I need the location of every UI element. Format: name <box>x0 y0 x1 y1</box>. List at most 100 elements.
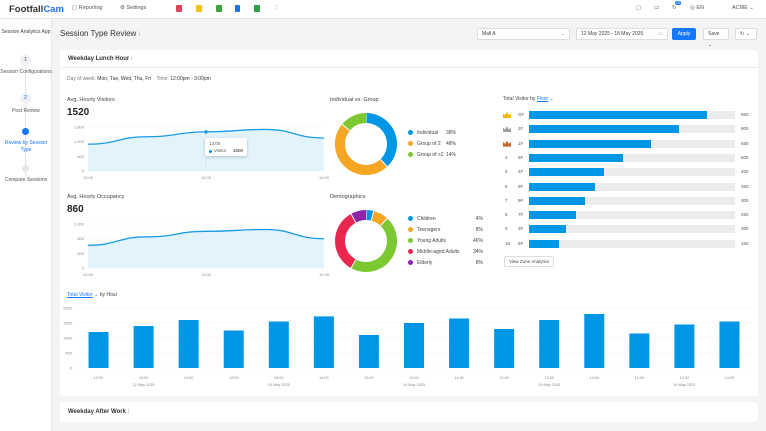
floor-row[interactable]: 9 3F 200 <box>505 225 749 234</box>
step-2-marker[interactable]: 2 <box>20 93 31 104</box>
floor-row[interactable]: 4 5F 500 <box>505 153 749 162</box>
bar <box>584 314 605 368</box>
screen-icon[interactable]: ▢ <box>636 5 642 11</box>
page-title: Session Type Review i <box>60 29 140 38</box>
step-1-marker[interactable]: 1 <box>20 55 31 66</box>
legend-item[interactable]: Young Adults 46% <box>408 236 493 247</box>
app-icon-4[interactable] <box>235 5 240 12</box>
app-icon-2[interactable] <box>196 5 202 12</box>
bar <box>629 333 650 368</box>
metric-select[interactable]: Total Visitor <box>67 292 93 298</box>
demographics-donut <box>335 210 397 272</box>
date-group-label: 14 May 2025 <box>403 383 425 387</box>
app-icon-1[interactable] <box>176 5 182 12</box>
view-zone-analytics-button[interactable]: View Zone Analytics <box>504 256 555 267</box>
y-tick-label: 1500 <box>63 321 73 326</box>
tooltip-point <box>204 130 208 134</box>
visitors-area-chart: 0 600 1,200 1,800 12:00 13:00 14:00 <box>74 125 329 181</box>
step-compare-sessions[interactable]: Compare Sessions <box>4 177 48 183</box>
y-tick-label: 600 <box>77 154 84 159</box>
legend-item[interactable]: Group of 2 48% <box>408 139 466 150</box>
floor-row[interactable]: 1F 650 <box>503 139 753 151</box>
step-review-by-session-type[interactable]: Review by Session Type <box>4 140 48 153</box>
crown-icon <box>503 126 511 133</box>
notification-icon[interactable]: ↻ 20 <box>672 1 681 11</box>
legend-item[interactable]: Children 4% <box>408 214 493 225</box>
x-tick-label: 12:00 <box>229 376 239 380</box>
date-group-label: 16 May 2025 <box>673 383 695 387</box>
floor-label: GF <box>518 112 525 117</box>
legend-swatch <box>408 248 413 254</box>
info-icon[interactable]: i <box>127 409 129 415</box>
floor-row[interactable]: 6 8F 350 <box>505 182 749 191</box>
x-tick-label: 14:00 <box>319 175 329 180</box>
next-session-title: Weekday After Work i <box>68 409 129 415</box>
legend-swatch <box>408 259 413 265</box>
bar-fill <box>529 211 576 220</box>
donut-slice <box>351 210 367 223</box>
floor-row[interactable]: 2F 800 <box>503 124 753 136</box>
legend-item[interactable]: Group of >2 14% <box>408 150 466 161</box>
bar <box>223 330 244 368</box>
visitors-title: Avg. Hourly Visitors <box>67 97 115 103</box>
legend-item[interactable]: Teenagers 8% <box>408 225 493 236</box>
floor-row[interactable]: 10 6F 160 <box>505 239 749 248</box>
floor-label: 9F <box>518 197 524 203</box>
donut-slice <box>351 218 397 272</box>
donut-slice <box>365 210 374 221</box>
rank-number: 7 <box>505 197 508 203</box>
step-next-marker <box>22 165 29 172</box>
date-range-picker[interactable]: 12 May 2025 - 18 May 2025 ▭ <box>576 28 668 40</box>
legend-value: 8% <box>475 260 483 266</box>
floor-row[interactable]: 5 4F 400 <box>505 168 749 177</box>
floor-row[interactable]: GF 950 <box>503 110 753 122</box>
hourly-chart-title: Total Visitor ⌄ by Hour <box>67 292 118 298</box>
bar <box>268 321 289 368</box>
info-icon[interactable]: i <box>130 56 133 62</box>
dimension-select[interactable]: Floor <box>536 96 549 102</box>
x-tick-label: 13:00 <box>274 376 284 380</box>
y-tick-label: 1000 <box>63 336 73 341</box>
x-tick-label: 12:00 <box>83 272 94 277</box>
y-tick-label: 1,200 <box>74 222 85 227</box>
y-tick-label: 0 <box>82 266 85 271</box>
site-select[interactable]: Mall A ⌄ <box>477 28 570 40</box>
more-icon[interactable]: ⋮ <box>274 5 280 11</box>
legend-swatch <box>408 151 413 157</box>
x-tick-label: 13:00 <box>201 272 212 277</box>
step-post-review[interactable]: Post Review <box>12 108 40 114</box>
bar-fill <box>529 153 623 162</box>
nav-reporting[interactable]: ▢ Reporting <box>72 5 103 11</box>
floor-label: 1F <box>518 140 524 146</box>
step-session-configurations[interactable]: Session Configurations <box>0 69 52 75</box>
info-icon[interactable]: i <box>138 32 140 38</box>
bar-fill <box>529 139 651 148</box>
slice-separator <box>341 123 351 131</box>
legend-item[interactable]: Middle-aged Adults 34% <box>408 247 493 258</box>
globe-icon: ◎ <box>690 5 697 11</box>
nav-settings[interactable]: ⚙ Settings <box>120 5 147 11</box>
y-tick-label: 1,800 <box>74 125 85 130</box>
floor-row[interactable]: 8 7F 250 <box>505 211 749 220</box>
floor-row[interactable]: 7 9F 300 <box>505 196 749 205</box>
app-icon-5[interactable] <box>254 5 260 12</box>
save-button[interactable]: Save ⌄ <box>703 28 729 48</box>
rank-number: 5 <box>505 169 508 175</box>
account-menu[interactable]: ACME ⌄ <box>732 5 755 11</box>
language-selector[interactable]: ◎ EN <box>690 5 704 11</box>
legend-swatch <box>408 237 413 243</box>
refresh-button[interactable]: ↻ ⌄ <box>735 28 757 40</box>
legend-value: 48% <box>445 141 456 147</box>
legend-item[interactable]: Elderly 8% <box>408 258 493 269</box>
legend-item[interactable]: Individual 38% <box>408 128 466 139</box>
apply-button[interactable]: Apply <box>672 28 696 40</box>
x-tick-label: 13:00 <box>544 376 554 380</box>
app-icon-3[interactable] <box>216 5 222 12</box>
y-tick-label: 0 <box>70 366 73 371</box>
gear-icon: ⚙ <box>120 5 127 11</box>
chat-icon[interactable]: ▭ <box>654 5 660 11</box>
logo[interactable]: FootfallCam <box>9 4 64 15</box>
demographics-title: Demographics <box>330 194 366 200</box>
next-session-card[interactable]: Weekday After Work i <box>60 402 758 422</box>
area-fill <box>88 229 324 268</box>
